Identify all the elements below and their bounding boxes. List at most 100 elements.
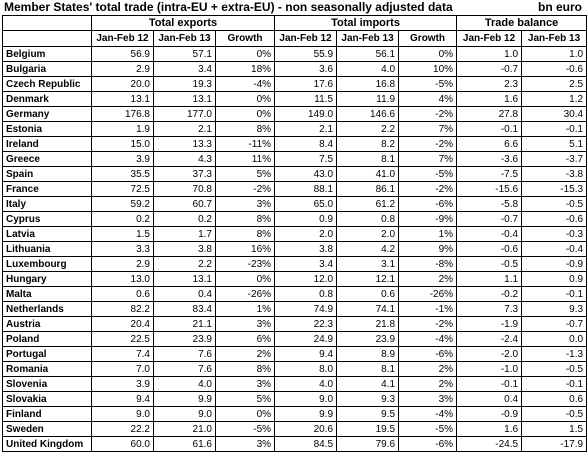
table-row: Sweden 22.2 21.0 -5% 20.6 19.5 -5% 1.6 1.5 bbox=[2, 421, 588, 437]
exports-2012-cell: 22.5 bbox=[91, 331, 154, 347]
imports-2013-cell: 16.8 bbox=[336, 76, 400, 92]
exports-2013-cell: 4.0 bbox=[153, 376, 216, 392]
balance-2013-cell: 1.5 bbox=[521, 421, 588, 437]
exports-2012-cell: 3.9 bbox=[91, 376, 154, 392]
exports-2013-cell: 21.1 bbox=[153, 316, 216, 332]
imports-2013-cell: 3.1 bbox=[336, 256, 400, 272]
col-exports-growth: Growth bbox=[214, 30, 276, 47]
exports-2013-cell: 60.7 bbox=[153, 196, 216, 212]
exports-2012-cell: 9.0 bbox=[91, 406, 154, 422]
imports-2012-cell: 9.4 bbox=[274, 346, 338, 362]
imports-2013-cell: 79.6 bbox=[336, 436, 400, 452]
exports-2012-cell: 60.0 bbox=[91, 436, 154, 452]
exports-2013-cell: 0.4 bbox=[153, 286, 216, 302]
country-cell: France bbox=[2, 181, 92, 197]
exports-2012-cell: 20.4 bbox=[91, 316, 154, 332]
imports-2012-cell: 149.0 bbox=[274, 106, 338, 122]
balance-2012-cell: 6.6 bbox=[456, 136, 523, 152]
imports-growth-cell: -5% bbox=[398, 421, 458, 437]
exports-2013-cell: 9.0 bbox=[153, 406, 216, 422]
balance-2013-cell: -15.3 bbox=[521, 181, 588, 197]
imports-2013-cell: 8.1 bbox=[336, 151, 400, 167]
balance-2013-cell: 2.5 bbox=[521, 76, 588, 92]
table-row: Czech Republic 20.0 19.3 -4% 17.6 16.8 -5% 2.3 2… bbox=[2, 76, 588, 92]
exports-growth-cell: 0% bbox=[214, 271, 276, 287]
imports-growth-cell: -8% bbox=[398, 256, 458, 272]
exports-2012-cell: 2.9 bbox=[91, 61, 154, 77]
country-cell: Belgium bbox=[2, 46, 92, 62]
imports-2013-cell: 74.1 bbox=[336, 301, 400, 317]
imports-growth-cell: -2% bbox=[398, 136, 458, 152]
balance-2012-cell: 1.0 bbox=[456, 46, 523, 62]
balance-2013-cell: 0.6 bbox=[521, 391, 588, 407]
country-cell: Slovakia bbox=[2, 391, 92, 407]
exports-2012-cell: 56.9 bbox=[91, 46, 154, 62]
balance-2012-cell: -0.4 bbox=[456, 226, 523, 242]
exports-2013-cell: 13.3 bbox=[153, 136, 216, 152]
country-cell: Portugal bbox=[2, 346, 92, 362]
balance-2012-cell: -1.9 bbox=[456, 316, 523, 332]
country-cell: Romania bbox=[2, 361, 92, 377]
country-cell: Estonia bbox=[2, 121, 92, 137]
exports-growth-cell: 3% bbox=[214, 376, 276, 392]
imports-2012-cell: 2.1 bbox=[274, 121, 338, 137]
imports-2012-cell: 12.0 bbox=[274, 271, 338, 287]
imports-2013-cell: 146.6 bbox=[336, 106, 400, 122]
exports-2012-cell: 13.1 bbox=[91, 91, 154, 107]
imports-2012-cell: 0.9 bbox=[274, 211, 338, 227]
exports-growth-cell: 0% bbox=[214, 106, 276, 122]
col-imports-2013: Jan-Feb 13 bbox=[336, 30, 400, 47]
exports-2012-cell: 72.5 bbox=[91, 181, 154, 197]
balance-2012-cell: 1.6 bbox=[456, 421, 523, 437]
exports-2012-cell: 1.5 bbox=[91, 226, 154, 242]
imports-2012-cell: 43.0 bbox=[274, 166, 338, 182]
balance-2013-cell: -0.6 bbox=[521, 211, 588, 227]
exports-2013-cell: 23.9 bbox=[153, 331, 216, 347]
table-row: Belgium 56.9 57.1 0% 55.9 56.1 0% 1.0 1.0 bbox=[2, 46, 588, 62]
exports-2013-cell: 0.2 bbox=[153, 211, 216, 227]
country-cell: Finland bbox=[2, 406, 92, 422]
balance-2013-cell: -0.6 bbox=[521, 61, 588, 77]
balance-2013-cell: -0.4 bbox=[521, 241, 588, 257]
exports-2013-cell: 7.6 bbox=[153, 346, 216, 362]
exports-2013-cell: 1.7 bbox=[153, 226, 216, 242]
exports-growth-cell: -11% bbox=[214, 136, 276, 152]
country-cell: Slovenia bbox=[2, 376, 92, 392]
exports-growth-cell: 8% bbox=[214, 226, 276, 242]
balance-2012-cell: -0.2 bbox=[456, 286, 523, 302]
exports-growth-cell: -5% bbox=[214, 421, 276, 437]
corner-cell bbox=[2, 15, 92, 31]
table-body: Belgium 56.9 57.1 0% 55.9 56.1 0% 1.0 1.0 Bulgari… bbox=[2, 46, 588, 452]
balance-2012-cell: -15.6 bbox=[456, 181, 523, 197]
imports-2012-cell: 55.9 bbox=[274, 46, 338, 62]
table-row: Romania 7.0 7.6 8% 8.0 8.1 2% -1.0 -0.5 bbox=[2, 361, 588, 377]
imports-growth-cell: 3% bbox=[398, 391, 458, 407]
exports-growth-cell: 6% bbox=[214, 331, 276, 347]
imports-growth-cell: 0% bbox=[398, 46, 458, 62]
balance-2013-cell: 1.2 bbox=[521, 91, 588, 107]
col-exports-2013: Jan-Feb 13 bbox=[153, 30, 216, 47]
exports-growth-cell: 0% bbox=[214, 406, 276, 422]
imports-2012-cell: 9.0 bbox=[274, 391, 338, 407]
table-row: Portugal 7.4 7.6 2% 9.4 8.9 -6% -2.0 -1.3 bbox=[2, 346, 588, 362]
table-row: Estonia 1.9 2.1 8% 2.1 2.2 7% -0.1 -0.1 bbox=[2, 121, 588, 137]
country-cell: Spain bbox=[2, 166, 92, 182]
imports-2013-cell: 0.6 bbox=[336, 286, 400, 302]
table-row: Finland 9.0 9.0 0% 9.9 9.5 -4% -0.9 -0.5 bbox=[2, 406, 588, 422]
exports-growth-cell: 18% bbox=[214, 61, 276, 77]
imports-2012-cell: 24.9 bbox=[274, 331, 338, 347]
exports-growth-cell: 5% bbox=[214, 166, 276, 182]
imports-2012-cell: 0.8 bbox=[274, 286, 338, 302]
imports-growth-cell: -4% bbox=[398, 406, 458, 422]
imports-growth-cell: -6% bbox=[398, 346, 458, 362]
col-balance-2012: Jan-Feb 12 bbox=[456, 30, 523, 47]
imports-2013-cell: 8.9 bbox=[336, 346, 400, 362]
table-row: Germany 176.8 177.0 0% 149.0 146.6 -2% 27.8 30.4 bbox=[2, 106, 588, 122]
table-row: Cyprus 0.2 0.2 8% 0.9 0.8 -9% -0.7 -0.6 bbox=[2, 211, 588, 227]
exports-2012-cell: 7.4 bbox=[91, 346, 154, 362]
balance-2012-cell: -3.6 bbox=[456, 151, 523, 167]
balance-2013-cell: -0.9 bbox=[521, 256, 588, 272]
exports-2012-cell: 176.8 bbox=[91, 106, 154, 122]
imports-growth-cell: -2% bbox=[398, 106, 458, 122]
imports-2013-cell: 19.5 bbox=[336, 421, 400, 437]
